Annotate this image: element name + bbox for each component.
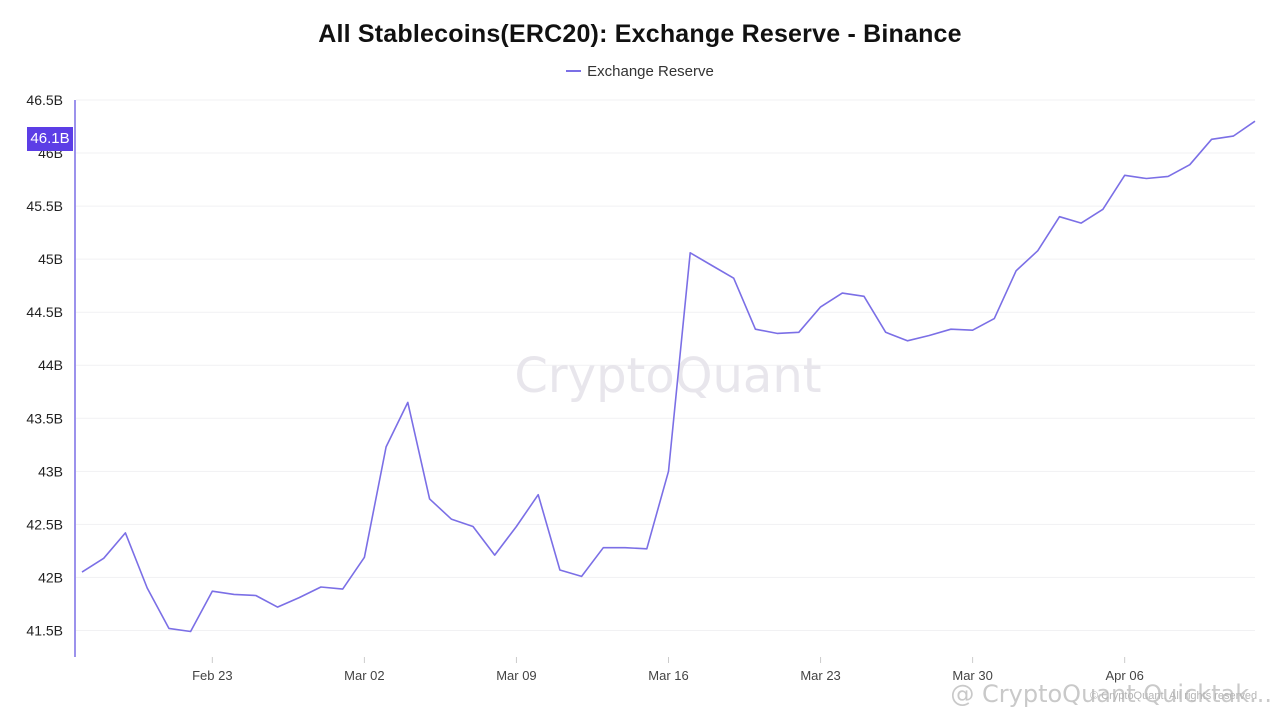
- x-tick-label: Mar 09: [496, 668, 536, 683]
- data-point[interactable]: [1032, 245, 1044, 257]
- y-tick-label: 42B: [38, 569, 63, 585]
- data-point[interactable]: [358, 551, 370, 563]
- data-point[interactable]: [206, 585, 218, 597]
- data-point[interactable]: [293, 592, 305, 604]
- data-point[interactable]: [228, 588, 240, 600]
- y-axis-ticks: 41.5B42B42.5B43B43.5B44B44.5B45B45.5B46B…: [26, 92, 63, 638]
- y-tick-label: 43.5B: [26, 410, 63, 426]
- copyright-text: © CryptoQuant. All rights reserved: [1090, 690, 1258, 702]
- chart-legend[interactable]: Exchange Reserve: [0, 63, 1280, 80]
- data-point[interactable]: [836, 287, 848, 299]
- data-point[interactable]: [185, 626, 197, 638]
- y-tick-label: 44.5B: [26, 304, 63, 320]
- x-axis-ticks: Feb 23 Mar 02 Mar 09 Mar 16 Mar 23 Mar 30 Apr …: [192, 657, 1144, 683]
- data-point[interactable]: [402, 396, 414, 408]
- data-point[interactable]: [923, 330, 935, 342]
- data-point[interactable]: [1119, 169, 1131, 181]
- series-line-exchange-reserve[interactable]: [81, 120, 1256, 633]
- data-point[interactable]: [967, 324, 979, 336]
- data-point[interactable]: [1097, 203, 1109, 215]
- y-tick-label: 41.5B: [26, 622, 63, 638]
- data-point[interactable]: [945, 323, 957, 335]
- data-point[interactable]: [315, 581, 327, 593]
- data-point[interactable]: [1054, 211, 1066, 223]
- data-point[interactable]: [728, 272, 740, 284]
- data-point[interactable]: [532, 489, 544, 501]
- data-point[interactable]: [141, 582, 153, 594]
- data-point[interactable]: [901, 335, 913, 347]
- legend-label: Exchange Reserve: [587, 63, 714, 80]
- x-tick-label: Apr 06: [1106, 668, 1144, 683]
- data-point[interactable]: [663, 465, 675, 477]
- data-point[interactable]: [119, 527, 131, 539]
- data-point[interactable]: [597, 542, 609, 554]
- y-tick-label: 44B: [38, 357, 63, 373]
- data-point[interactable]: [554, 564, 566, 576]
- data-point[interactable]: [337, 583, 349, 595]
- data-point[interactable]: [1249, 115, 1261, 127]
- data-point[interactable]: [1227, 130, 1239, 142]
- data-point[interactable]: [1162, 170, 1174, 182]
- data-point[interactable]: [1010, 265, 1022, 277]
- legend-swatch: [566, 70, 582, 73]
- data-point[interactable]: [880, 326, 892, 338]
- data-point[interactable]: [163, 622, 175, 634]
- data-point[interactable]: [1206, 133, 1218, 145]
- data-point[interactable]: [793, 326, 805, 338]
- y-tick-label: 45B: [38, 251, 63, 267]
- x-tick-label: Mar 02: [344, 668, 384, 683]
- data-point[interactable]: [684, 247, 696, 259]
- data-point[interactable]: [76, 566, 88, 578]
- x-tick-label: Mar 30: [952, 668, 992, 683]
- data-point[interactable]: [749, 323, 761, 335]
- data-point[interactable]: [858, 290, 870, 302]
- data-point[interactable]: [771, 327, 783, 339]
- data-point[interactable]: [380, 441, 392, 453]
- x-tick-label: Feb 23: [192, 668, 232, 683]
- x-tick-label: Mar 23: [800, 668, 840, 683]
- data-point[interactable]: [510, 521, 522, 533]
- data-point[interactable]: [706, 260, 718, 272]
- data-point[interactable]: [576, 570, 588, 582]
- chart-title: All Stablecoins(ERC20): Exchange Reserve…: [318, 20, 962, 48]
- y-tick-label: 43B: [38, 463, 63, 479]
- x-tick-label: Mar 16: [648, 668, 688, 683]
- last-value-badge: 46.1B: [27, 127, 73, 151]
- data-point[interactable]: [815, 301, 827, 313]
- data-point[interactable]: [424, 493, 436, 505]
- data-point[interactable]: [272, 601, 284, 613]
- y-tick-label: 42.5B: [26, 516, 63, 532]
- data-point[interactable]: [467, 521, 479, 533]
- data-point[interactable]: [1184, 159, 1196, 171]
- data-point[interactable]: [619, 542, 631, 554]
- watermark: CryptoQuant: [514, 348, 821, 404]
- data-point[interactable]: [1075, 217, 1087, 229]
- data-point[interactable]: [98, 552, 110, 564]
- y-tick-label: 46.5B: [26, 92, 63, 108]
- data-point[interactable]: [445, 513, 457, 525]
- data-point[interactable]: [250, 589, 262, 601]
- footer-credit: @ CryptoQuant Quicktak...: [950, 680, 1272, 708]
- grid-lines: [76, 99, 1255, 631]
- data-point[interactable]: [641, 543, 653, 555]
- data-point[interactable]: [988, 313, 1000, 325]
- y-tick-label: 45.5B: [26, 198, 63, 214]
- data-point[interactable]: [489, 549, 501, 561]
- data-point[interactable]: [1140, 173, 1152, 185]
